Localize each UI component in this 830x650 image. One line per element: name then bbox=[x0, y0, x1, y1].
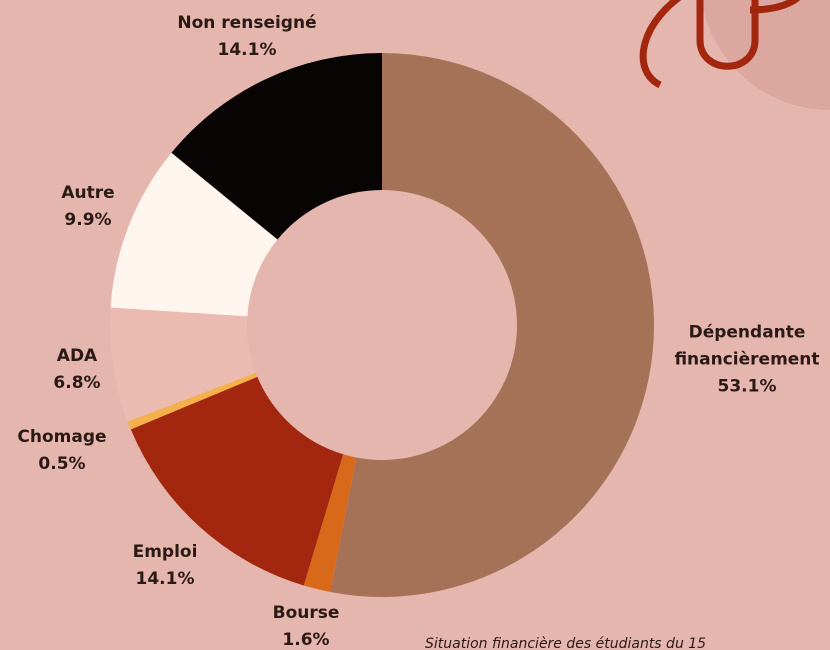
donut-segment bbox=[171, 53, 382, 240]
category-name: Chomage bbox=[17, 427, 107, 447]
segment-label: Autre 9.9% bbox=[28, 180, 148, 234]
value-label: 0.5% bbox=[38, 454, 86, 474]
donut-segment bbox=[303, 454, 357, 593]
category-name: Emploi bbox=[132, 542, 198, 562]
segment-label: Chomage 0.5% bbox=[2, 424, 122, 478]
value-label: 14.1% bbox=[135, 569, 195, 589]
segment-label: Bourse 1.6% bbox=[246, 600, 366, 650]
category-name: Non renseigné bbox=[177, 13, 317, 33]
category-name: Autre bbox=[61, 183, 115, 203]
logo bbox=[639, 0, 830, 110]
caption: Situation financière des étudiants du 15 bbox=[425, 636, 707, 650]
value-label: 6.8% bbox=[53, 373, 101, 393]
segment-label: Non renseigné 14.1% bbox=[147, 10, 347, 64]
category-name: Dépendante financièrement bbox=[674, 322, 820, 370]
category-name: Bourse bbox=[272, 603, 340, 623]
donut-segment bbox=[127, 372, 258, 430]
value-label: 1.6% bbox=[282, 630, 330, 650]
segment-label: ADA 6.8% bbox=[17, 343, 137, 397]
value-label: 53.1% bbox=[717, 376, 777, 397]
category-name: ADA bbox=[56, 346, 98, 366]
donut-segment bbox=[110, 152, 278, 317]
value-label: 14.1% bbox=[217, 40, 277, 60]
donut-segment bbox=[330, 53, 654, 597]
donut-segment bbox=[110, 307, 256, 422]
value-label: 9.9% bbox=[64, 210, 112, 230]
segment-label: Emploi 14.1% bbox=[105, 539, 225, 593]
donut-segment bbox=[130, 376, 344, 586]
segment-label: Dépendante financièrement 53.1% bbox=[647, 320, 830, 401]
